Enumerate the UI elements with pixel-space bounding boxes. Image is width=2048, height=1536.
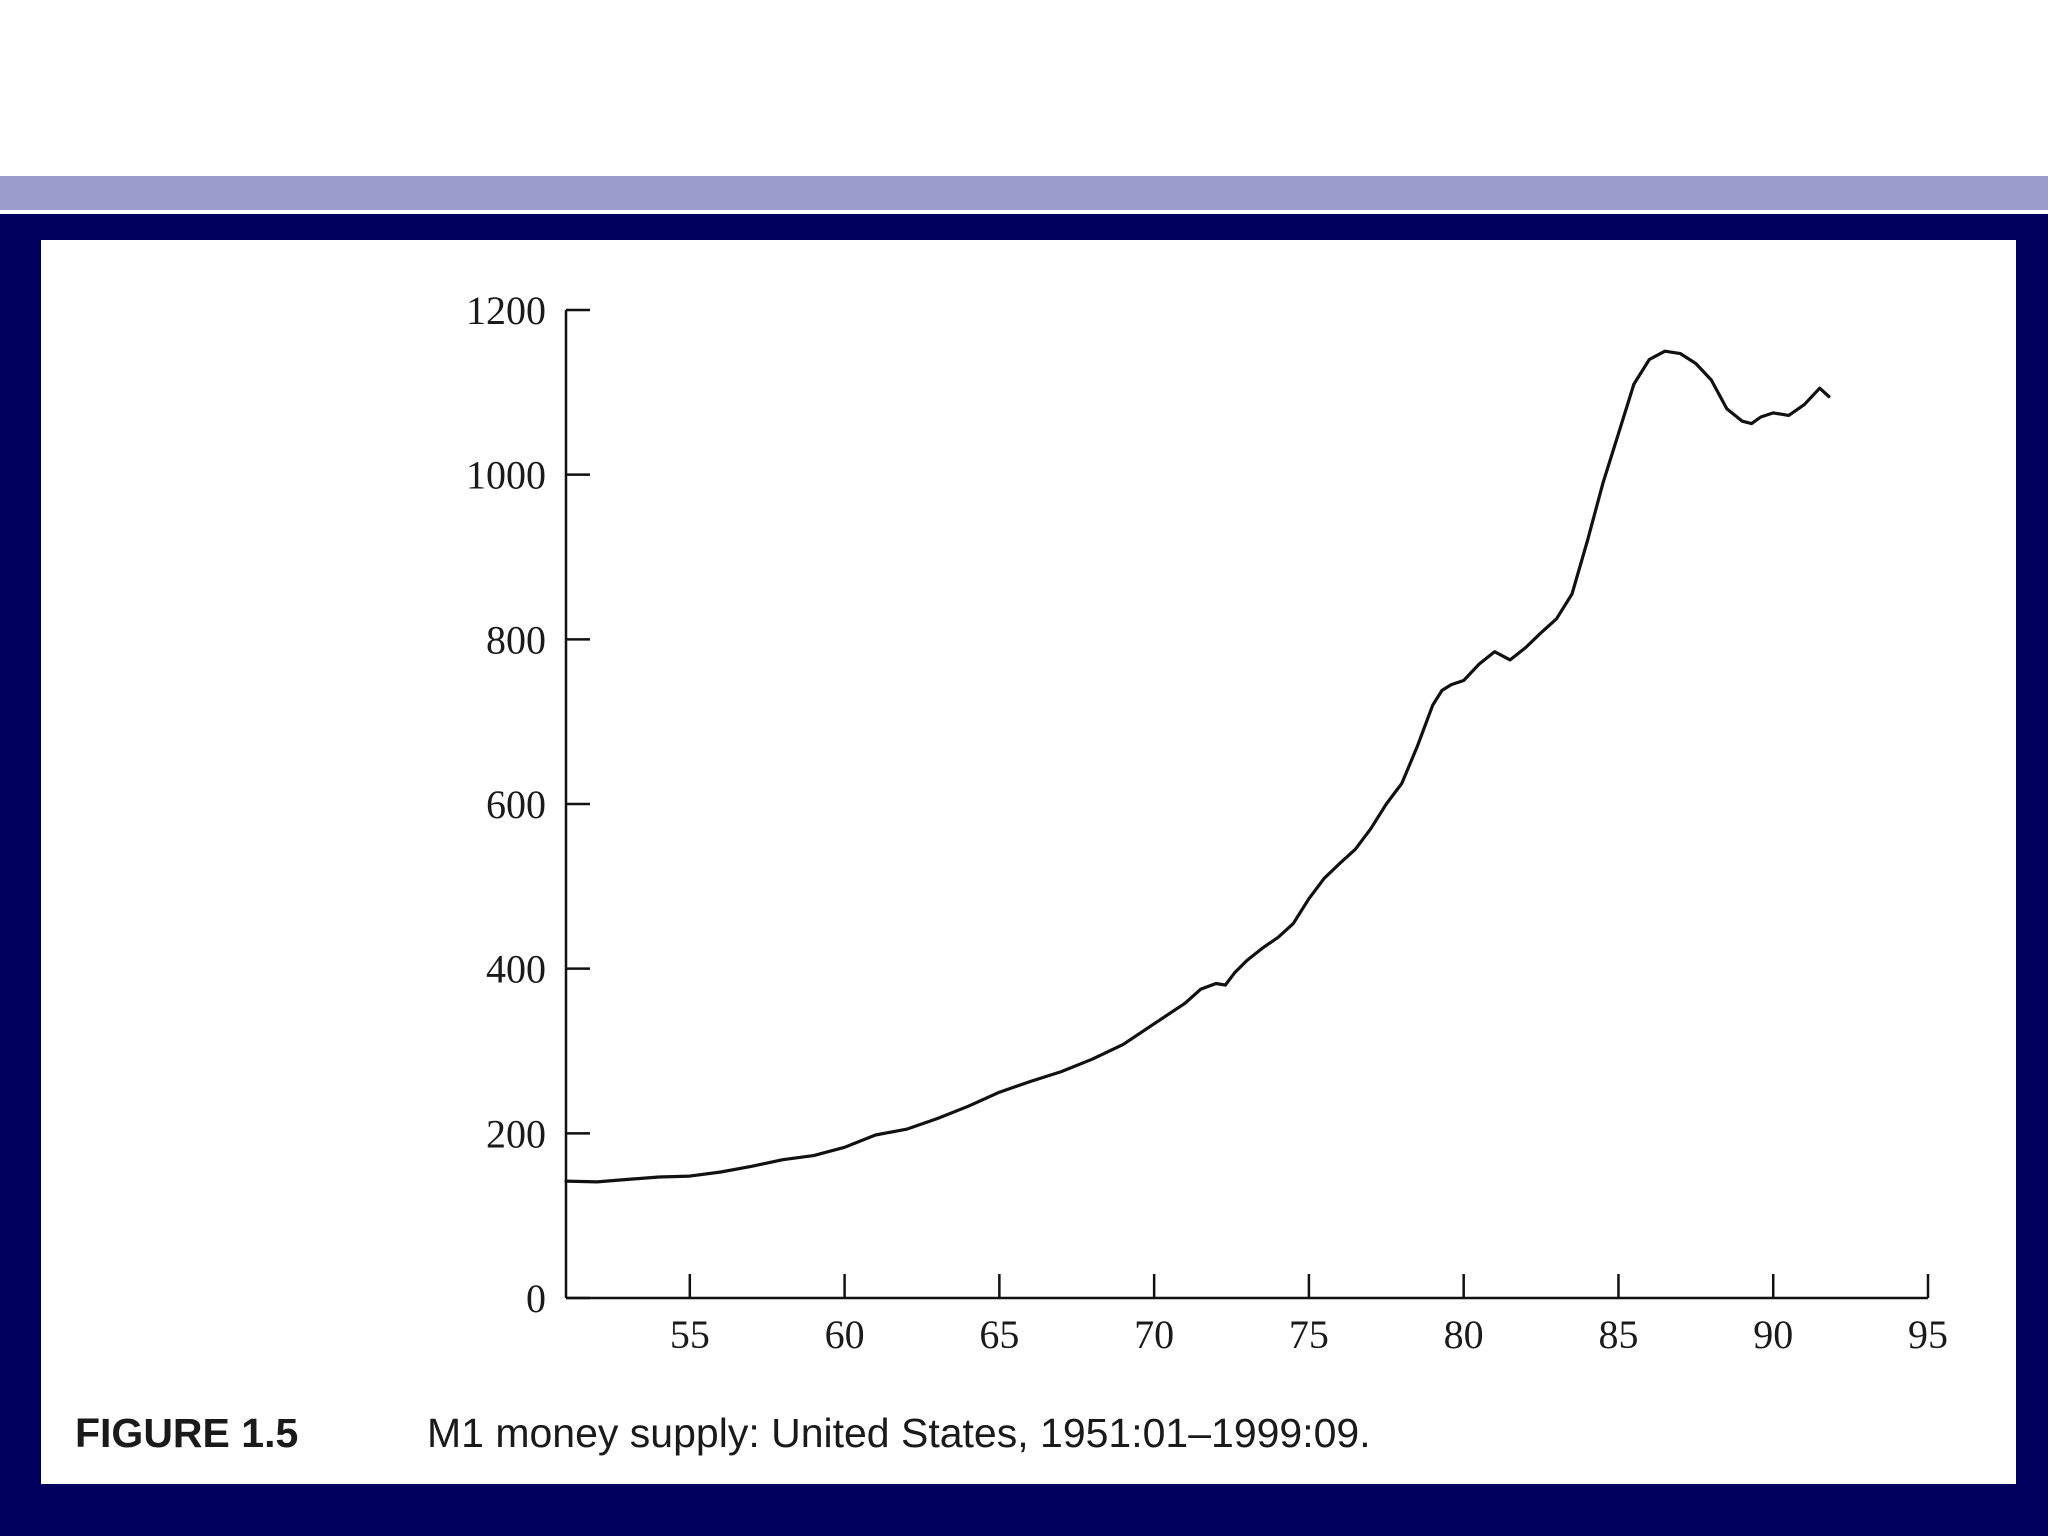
x-tick-label: 85: [1598, 1312, 1638, 1357]
x-tick-label: 80: [1444, 1312, 1484, 1357]
chart-ticks: 0 200 400 600 800 1000 1200 55 60 65 70 75 80 85 90 95: [466, 288, 1948, 1357]
y-tick-label: 1200: [466, 288, 546, 333]
x-tick-label: 55: [670, 1312, 710, 1357]
x-tick-label: 65: [979, 1312, 1019, 1357]
chart-axes: [564, 310, 1928, 1300]
figure-label: FIGURE 1.5: [75, 1410, 299, 1456]
x-tick-label: 95: [1908, 1312, 1948, 1357]
accent-bar: [0, 176, 2048, 210]
y-tick-label: 600: [486, 782, 546, 827]
x-tick-label: 75: [1289, 1312, 1329, 1357]
figure-caption: FIGURE 1.5 M1 money supply: United States…: [75, 1410, 1371, 1457]
m1-line-chart: 0 200 400 600 800 1000 1200 55 60 65 70 75 80 85 90 95: [466, 288, 1948, 1357]
x-tick-label: 90: [1753, 1312, 1793, 1357]
y-tick-label: 800: [486, 617, 546, 662]
y-tick-label: 200: [486, 1111, 546, 1156]
y-tick-label: 400: [486, 947, 546, 992]
chart-series: [564, 349, 1831, 1184]
y-tick-label: 0: [526, 1276, 546, 1321]
y-tick-label: 1000: [466, 453, 546, 498]
top-margin: [0, 0, 2048, 176]
figure-panel: 0 200 400 600 800 1000 1200 55 60 65 70 75 80 85 90 95 …: [41, 240, 2016, 1484]
figure-caption-text: M1 money supply: United States, 1951:01–…: [427, 1410, 1371, 1456]
x-tick-label: 60: [825, 1312, 865, 1357]
series-line-m1: [564, 349, 1831, 1184]
x-tick-label: 70: [1134, 1312, 1174, 1357]
